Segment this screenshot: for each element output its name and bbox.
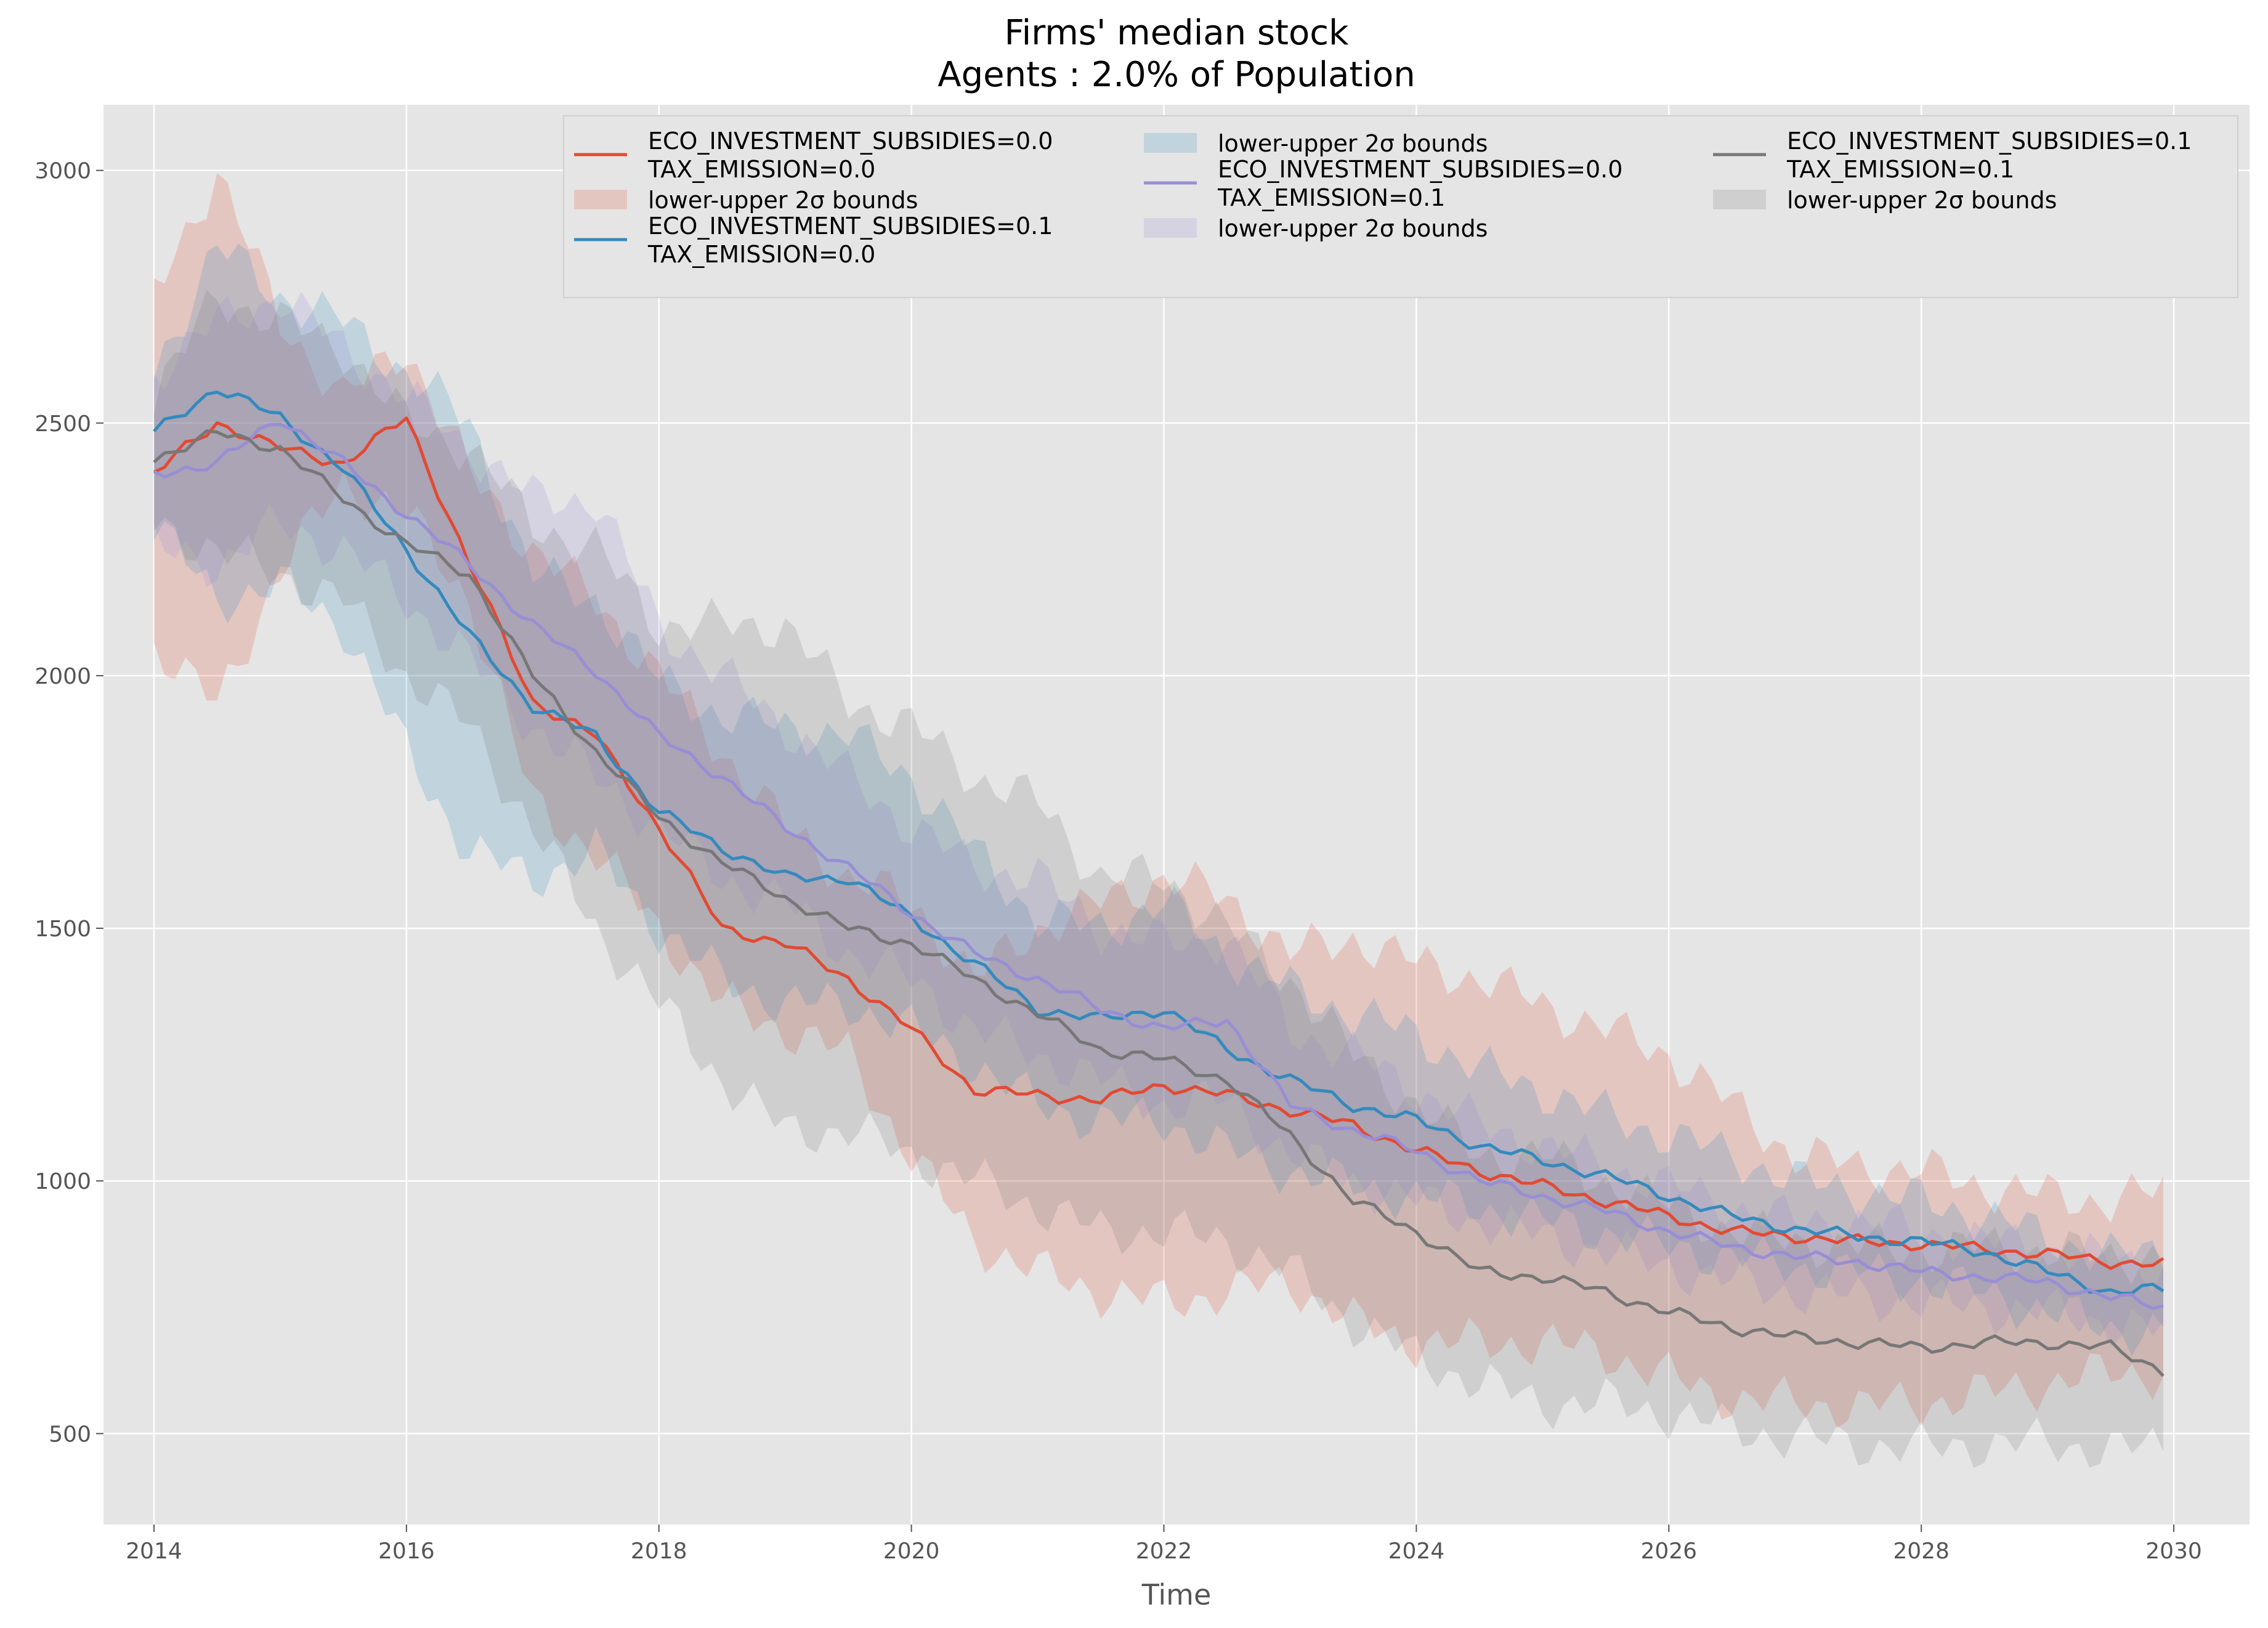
y-axis-ticks: 500 1000 1500 2000 2500 3000 (34, 159, 103, 1447)
legend-label: lower-upper 2σ bounds (1218, 130, 1488, 157)
legend-box (563, 115, 2238, 298)
legend-label: TAX_EMISSION=0.1 (1217, 184, 1445, 211)
legend-label: ECO_INVESTMENT_SUBSIDIES=0.0 (1218, 156, 1622, 183)
x-tick-label: 2014 (126, 1539, 182, 1564)
legend-label: lower-upper 2σ bounds (648, 187, 918, 214)
band-series-3 (154, 291, 2163, 1347)
y-tick-label: 2000 (34, 664, 91, 689)
x-axis-label: Time (1141, 1578, 1212, 1611)
y-tick-label: 2500 (34, 411, 91, 437)
legend: ECO_INVESTMENT_SUBSIDIES=0.0TAX_EMISSION… (563, 115, 2238, 298)
x-tick-label: 2026 (1640, 1539, 1697, 1564)
legend-band-swatch (1144, 218, 1197, 238)
chart-title: Firms' median stock (1005, 13, 1350, 53)
x-tick-label: 2018 (631, 1539, 687, 1564)
line-series-1 (153, 416, 2165, 1270)
legend-label: TAX_EMISSION=0.0 (647, 156, 875, 183)
legend-label: lower-upper 2σ bounds (1218, 215, 1488, 242)
grid-lines (103, 105, 2250, 1525)
legend-label: ECO_INVESTMENT_SUBSIDIES=0.0 (648, 128, 1053, 155)
legend-label: lower-upper 2σ bounds (1787, 187, 2057, 214)
legend-band-swatch (1713, 190, 1766, 209)
x-tick-label: 2020 (883, 1539, 940, 1564)
line-series-3 (153, 423, 2164, 1310)
legend-label: TAX_EMISSION=0.1 (1786, 156, 2014, 183)
plot-area (103, 105, 2250, 1525)
x-tick-label: 2030 (2145, 1539, 2202, 1564)
x-tick-label: 2016 (378, 1539, 435, 1564)
line-series-2 (153, 391, 2165, 1295)
legend-band-swatch (574, 190, 627, 209)
y-tick-label: 500 (49, 1422, 91, 1447)
line-series-4 (153, 429, 2165, 1377)
legend-label: ECO_INVESTMENT_SUBSIDIES=0.1 (1787, 128, 2192, 155)
x-tick-label: 2024 (1388, 1539, 1445, 1564)
legend-label: TAX_EMISSION=0.0 (647, 241, 875, 268)
y-tick-label: 3000 (34, 159, 91, 184)
x-tick-label: 2022 (1136, 1539, 1193, 1564)
legend-band-swatch (1144, 133, 1197, 153)
x-axis-ticks: 2014 2016 2018 2020 2022 2024 2026 2028 2030 (126, 1525, 2202, 1564)
band-series-1 (154, 172, 2163, 1428)
x-tick-label: 2028 (1893, 1539, 1950, 1564)
y-tick-label: 1000 (34, 1169, 91, 1194)
chart-subtitle: Agents : 2.0% of Population (938, 55, 1415, 95)
series-lines (153, 391, 2165, 1377)
y-tick-label: 1500 (34, 917, 91, 942)
band-series-4 (154, 290, 2163, 1468)
legend-label: ECO_INVESTMENT_SUBSIDIES=0.1 (648, 213, 1053, 240)
